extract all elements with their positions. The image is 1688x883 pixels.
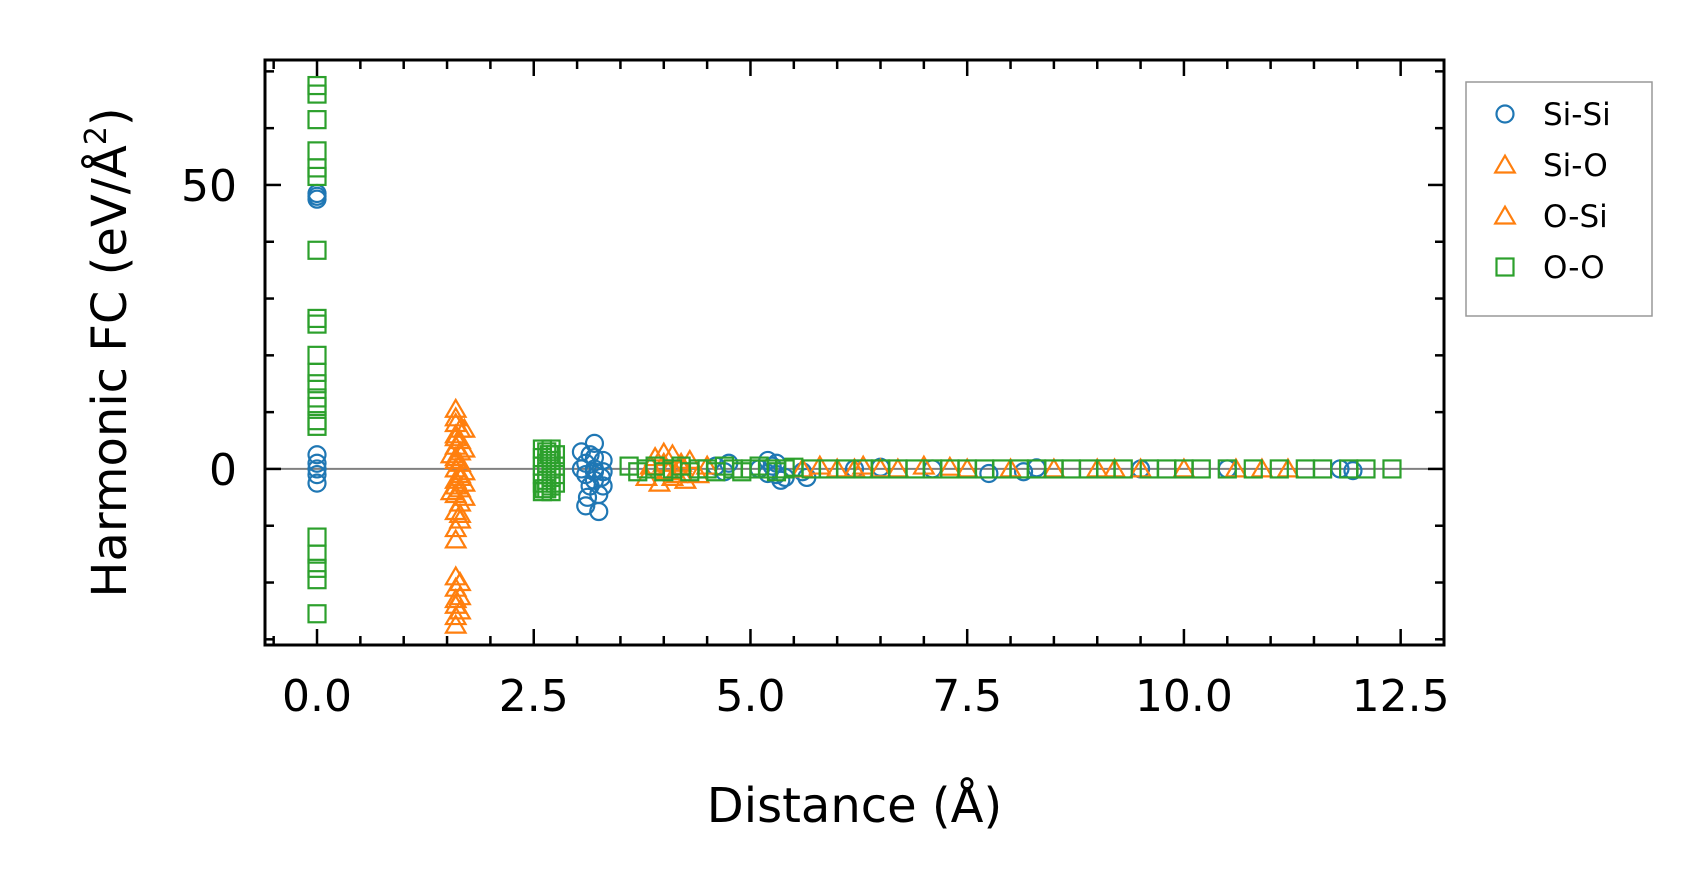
point-o-o: [307, 110, 327, 130]
point-si-si: [307, 453, 327, 473]
point-o-o: [307, 308, 327, 329]
point-si-si: [584, 447, 605, 468]
legend-label-o-si: O-Si: [1543, 199, 1608, 235]
point-si-si: [591, 467, 611, 488]
y-axis-label-main: Harmonic FC (eV/Å: [81, 145, 138, 598]
point-o-o: [307, 141, 327, 161]
point-o-o: [307, 166, 327, 187]
x-tick-label: 5.0: [715, 671, 785, 722]
point-o-si: [448, 599, 472, 620]
point-o-si: [444, 528, 468, 549]
x-tick-label: 10.0: [1135, 671, 1233, 722]
point-o-o: [307, 604, 327, 624]
y-tick-label: 50: [181, 161, 237, 212]
point-si-o: [444, 613, 468, 634]
point-si-si: [1343, 461, 1363, 481]
point-o-o: [307, 527, 327, 547]
point-o-o: [307, 345, 327, 365]
point-o-o: [1113, 459, 1133, 479]
point-o-o: [1313, 459, 1333, 479]
point-o-o: [545, 473, 566, 493]
y-axis-label-close: ): [82, 107, 138, 126]
data-points: [307, 75, 1402, 634]
plot-area: 0.0 2.5 5.0 7.5 10.0 12.5 0 50: [181, 58, 1450, 722]
point-o-o: [307, 416, 327, 436]
point-o-o: [1217, 459, 1237, 479]
point-o-o: [307, 558, 327, 578]
point-o-si: [444, 474, 468, 495]
legend-marker-si-si: [1495, 104, 1515, 124]
x-tick-label: 0.0: [282, 671, 352, 722]
point-o-o: [307, 84, 327, 104]
x-tick-label: 7.5: [932, 671, 1002, 722]
point-si-si: [584, 433, 605, 453]
point-o-o: [307, 570, 327, 590]
point-si-si: [577, 487, 598, 507]
legend: Si-Si Si-O O-Si O-O: [1465, 81, 1653, 317]
point-o-o: [1356, 459, 1376, 479]
legend-label-si-o: Si-O: [1543, 148, 1608, 184]
point-si-si: [1013, 462, 1034, 482]
point-o-o: [307, 544, 327, 564]
point-o-si: [448, 570, 472, 592]
legend-marker-o-o: [1495, 257, 1515, 277]
point-o-si: [448, 502, 472, 523]
legend-label-si-si: Si-Si: [1543, 97, 1611, 133]
point-si-si: [571, 459, 592, 479]
point-si-si: [979, 463, 999, 484]
x-tick-label: 2.5: [499, 671, 569, 722]
point-si-o: [444, 397, 468, 418]
point-si-si: [593, 476, 613, 496]
point-si-si: [307, 473, 327, 493]
point-o-si: [938, 455, 962, 476]
point-si-si: [576, 496, 596, 516]
legend-label-o-o: O-O: [1543, 250, 1605, 286]
point-o-o: [307, 240, 327, 260]
point-o-o: [307, 362, 327, 382]
point-o-o: [1243, 459, 1263, 479]
point-o-o: [534, 479, 554, 499]
point-o-o: [307, 374, 327, 394]
legend-marker-o-si: [1493, 204, 1517, 225]
point-o-o: [1382, 459, 1402, 479]
point-si-si: [307, 189, 327, 209]
legend-marker-si-o: [1493, 153, 1517, 174]
point-o-o: [307, 314, 327, 334]
legend-box: [1465, 81, 1653, 317]
axes-frame: [263, 58, 1446, 647]
point-o-o: [307, 396, 327, 417]
point-si-si: [307, 445, 327, 465]
point-o-o: [1191, 459, 1211, 479]
y-axis-label-superscript: 2: [79, 126, 114, 145]
x-axis-label: Distance (Å): [707, 777, 1002, 834]
x-tick-label: 12.5: [1352, 671, 1450, 722]
point-si-si: [307, 459, 327, 479]
point-o-si: [444, 426, 468, 447]
axis-ticks: [265, 60, 1446, 645]
point-si-o: [452, 437, 477, 458]
point-si-o: [444, 517, 468, 538]
y-tick-label: 0: [209, 445, 237, 496]
point-si-si: [307, 465, 327, 485]
point-o-si: [444, 448, 468, 469]
point-o-o: [539, 445, 559, 465]
tick-labels: 0.0 2.5 5.0 7.5 10.0 12.5 0 50: [181, 161, 1450, 722]
point-o-o: [1269, 459, 1289, 479]
point-si-si: [589, 501, 609, 522]
y-axis-label: Harmonic FC (eV/Å2): [79, 107, 138, 597]
